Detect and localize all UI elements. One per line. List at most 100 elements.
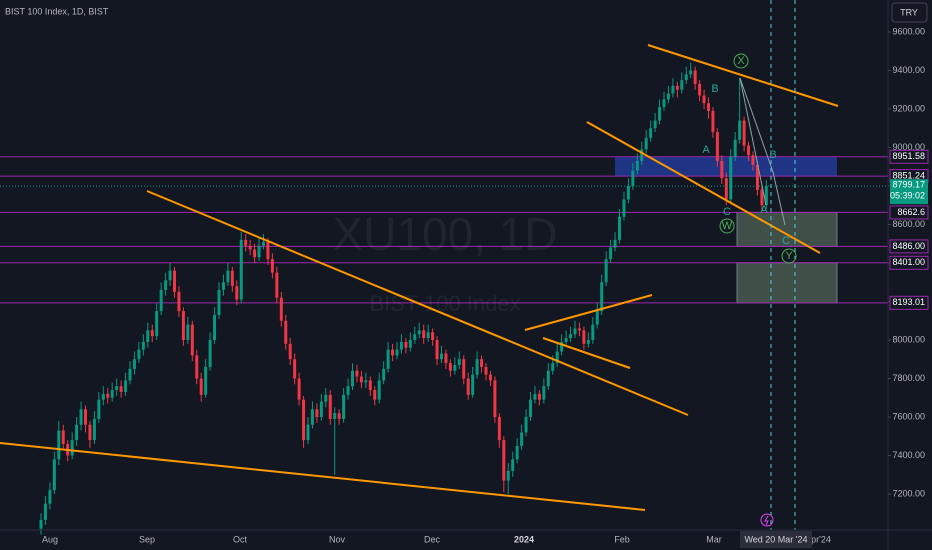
- candle-body: [399, 341, 403, 350]
- candle-body: [213, 314, 217, 340]
- trendline: [0, 442, 646, 511]
- candle-body: [333, 413, 337, 419]
- candle-body: [168, 270, 172, 281]
- candle-body: [747, 145, 751, 156]
- candle-body: [760, 189, 764, 206]
- x-tick-label: Oct: [233, 534, 248, 544]
- wave-path: [772, 171, 786, 226]
- x-tick-label: 2024: [514, 534, 534, 544]
- candle-body: [715, 132, 719, 161]
- candle-body: [675, 85, 679, 90]
- candle-body: [573, 328, 577, 335]
- candle-body: [190, 324, 194, 356]
- candle-body: [604, 259, 608, 283]
- wave-circle: [719, 218, 735, 234]
- candle-body: [364, 380, 368, 383]
- candle-body: [484, 366, 488, 375]
- candle-body: [764, 186, 768, 206]
- wave-label: W: [722, 220, 733, 232]
- candle-body: [239, 239, 243, 300]
- candle-body: [631, 170, 635, 186]
- y-tick-label: 7800.00: [892, 373, 925, 383]
- candle-body: [649, 128, 653, 138]
- candle-body: [444, 353, 448, 364]
- candle-body: [662, 99, 666, 108]
- currency-button[interactable]: [891, 2, 928, 23]
- candle-body: [435, 339, 439, 360]
- candle-body: [515, 445, 519, 460]
- candle-body: [266, 241, 270, 260]
- levels: [0, 156, 888, 304]
- candle-body: [595, 311, 599, 325]
- candle-body: [288, 343, 292, 360]
- candle-body: [635, 160, 639, 171]
- candle-body: [297, 378, 301, 400]
- candle-body: [368, 380, 372, 391]
- trendline: [586, 121, 821, 254]
- wave-paths: [739, 77, 786, 226]
- wave-label: Y: [785, 250, 793, 262]
- candle-body: [346, 386, 350, 395]
- candle-body: [373, 390, 377, 400]
- candle-body: [119, 386, 123, 392]
- y-tick-label: 7200.00: [892, 488, 925, 498]
- candle-body: [711, 110, 715, 133]
- candle-body: [155, 311, 159, 337]
- supply-zone: [615, 156, 837, 177]
- level-label: 8662.6: [897, 207, 925, 217]
- candle-body: [618, 216, 621, 240]
- candle-body: [493, 380, 497, 417]
- candle-body: [146, 330, 150, 342]
- candle-body: [386, 349, 390, 369]
- candle-body: [195, 355, 199, 379]
- zones: [615, 156, 838, 304]
- candle-body: [506, 470, 510, 481]
- price-tag: [890, 179, 928, 205]
- candle-body: [262, 241, 265, 246]
- wave-path: [739, 77, 767, 206]
- candle-body: [275, 272, 279, 298]
- candle-body: [106, 393, 110, 398]
- currency-label: TRY: [900, 7, 918, 17]
- trendlines: [0, 44, 839, 511]
- candle-body: [257, 245, 261, 258]
- candle-body: [404, 341, 408, 348]
- level-label: 8193.01: [892, 297, 925, 307]
- candle-body: [159, 289, 163, 312]
- x-tick-label: Nov: [329, 534, 346, 544]
- candle-body: [342, 394, 346, 419]
- candle-body: [391, 349, 395, 356]
- candle-body: [480, 359, 484, 367]
- candle-body: [529, 399, 532, 417]
- event-icon[interactable]: [760, 513, 774, 527]
- candle-body: [426, 332, 430, 339]
- candle-body: [591, 324, 595, 340]
- candle-body: [422, 330, 426, 339]
- y-tick-label: 8000.00: [892, 334, 925, 344]
- countdown-label: 05:39:02: [890, 191, 925, 201]
- candle-body: [413, 334, 417, 340]
- candle-body: [466, 378, 470, 395]
- candle-body: [284, 320, 288, 344]
- candle-body: [658, 107, 662, 121]
- candle-body: [720, 160, 724, 179]
- candle-body: [555, 351, 559, 364]
- candle-body: [644, 137, 648, 150]
- candle-body: [453, 365, 457, 371]
- candle-body: [537, 393, 541, 400]
- wave-circle: [733, 53, 749, 69]
- candle-body: [164, 280, 168, 290]
- candle-body: [351, 370, 354, 387]
- candle-body: [653, 120, 657, 129]
- watermark-ticker: XU100, 1D: [332, 208, 557, 260]
- candle-body: [417, 330, 421, 335]
- level-label: 8951.58: [892, 151, 925, 161]
- candle-body: [586, 339, 590, 344]
- wave-label: B: [769, 149, 776, 161]
- x-tick-label: Feb: [614, 534, 630, 544]
- watermark-name: BIST 100 Index: [369, 291, 520, 316]
- y-tick-label: 9000.00: [892, 142, 925, 152]
- candle-body: [124, 380, 128, 392]
- candle-body: [132, 359, 136, 369]
